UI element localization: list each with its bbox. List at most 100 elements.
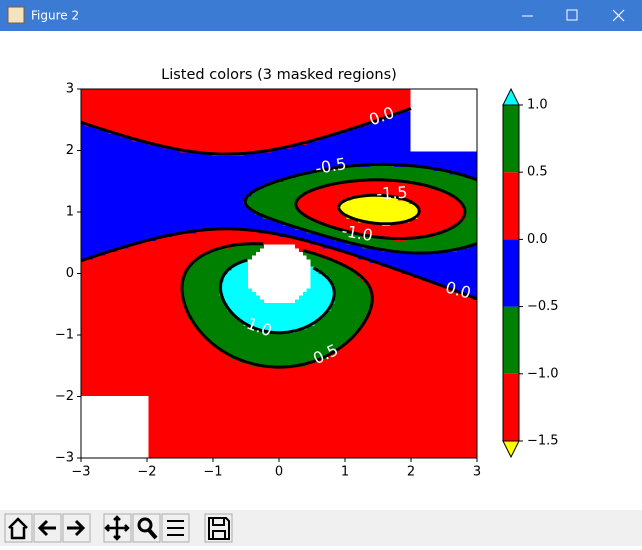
contour-cell xyxy=(239,192,244,196)
contour-cell xyxy=(231,296,236,300)
contour-cell xyxy=(176,373,181,377)
contour-cell xyxy=(247,130,252,134)
contour-cell xyxy=(271,137,276,141)
contour-cell xyxy=(204,381,209,385)
contour-cell xyxy=(283,229,288,233)
contour-cell xyxy=(180,436,185,440)
contour-cell xyxy=(271,425,276,429)
contour-cell xyxy=(85,369,90,373)
contour-cell xyxy=(279,336,284,340)
contour-cell xyxy=(132,152,137,156)
contour-cell xyxy=(156,384,161,388)
contour-cell xyxy=(231,351,236,355)
contour-cell xyxy=(267,203,272,207)
contour-cell xyxy=(208,178,213,182)
contour-cell xyxy=(200,428,205,432)
contour-cell xyxy=(125,369,130,373)
contour-cell xyxy=(212,111,217,115)
contour-cell xyxy=(216,192,221,196)
contour-cell xyxy=(208,333,213,337)
contour-cell xyxy=(136,333,141,337)
contour-cell xyxy=(192,170,197,174)
contour-cell xyxy=(172,377,177,381)
contour-cell xyxy=(204,189,209,193)
contour-cell xyxy=(152,347,157,351)
contour-cell xyxy=(109,115,114,119)
contour-cell xyxy=(295,218,300,222)
contour-cell xyxy=(105,255,110,259)
contour-cell xyxy=(212,392,217,396)
contour-cell xyxy=(89,192,94,196)
contour-cell xyxy=(140,266,145,270)
contour-cell xyxy=(196,336,201,340)
contour-cell xyxy=(188,144,193,148)
contour-cell xyxy=(97,369,102,373)
contour-cell xyxy=(208,377,213,381)
contour-cell xyxy=(160,425,165,429)
contour-cell xyxy=(196,270,201,274)
contour-cell xyxy=(220,262,225,266)
contour-cell xyxy=(168,410,173,414)
contour-cell xyxy=(105,373,110,377)
contour-cell xyxy=(216,189,221,193)
contour-cell xyxy=(283,344,288,348)
contour-cell xyxy=(291,358,296,362)
contour-cell xyxy=(271,141,276,145)
contour-cell xyxy=(152,266,157,270)
contour-cell xyxy=(235,133,240,137)
contour-cell xyxy=(224,329,229,333)
contour-cell xyxy=(279,344,284,348)
contour-cell xyxy=(291,192,296,196)
contour-cell xyxy=(192,159,197,163)
contour-cell xyxy=(239,189,244,193)
contour-cell xyxy=(172,443,177,447)
contour-cell xyxy=(216,255,221,259)
contour-cell xyxy=(255,144,260,148)
contour-cell xyxy=(81,251,86,255)
contour-cell xyxy=(231,399,236,403)
contour-cell xyxy=(140,248,145,252)
contour-cell xyxy=(129,122,134,126)
contour-cell xyxy=(212,141,217,145)
contour-cell xyxy=(295,358,300,362)
contour-cell xyxy=(164,451,169,455)
contour-cell xyxy=(271,104,276,108)
contour-cell xyxy=(239,126,244,130)
contour-cell xyxy=(148,425,153,429)
contour-cell xyxy=(144,366,149,370)
contour-cell xyxy=(263,388,268,392)
contour-cell xyxy=(255,137,260,141)
contour-cell xyxy=(247,436,252,440)
contour-cell xyxy=(85,100,90,104)
contour-cell xyxy=(228,214,233,218)
contour-cell xyxy=(132,340,137,344)
contour-cell xyxy=(164,314,169,318)
contour-cell xyxy=(279,207,284,211)
contour-cell xyxy=(212,211,217,215)
contour-cell xyxy=(259,89,264,93)
contour-cell xyxy=(271,174,276,178)
contour-cell xyxy=(239,421,244,425)
contour-cell xyxy=(140,178,145,182)
contour-cell xyxy=(224,166,229,170)
contour-cell xyxy=(121,189,126,193)
contour-cell xyxy=(251,299,256,303)
contour-cell xyxy=(97,266,102,270)
contour-cell xyxy=(105,233,110,237)
contour-cell xyxy=(235,414,240,418)
contour-cell xyxy=(140,104,145,108)
contour-cell xyxy=(164,414,169,418)
contour-cell xyxy=(168,192,173,196)
contour-cell xyxy=(291,119,296,123)
contour-cell xyxy=(192,222,197,226)
contour-cell xyxy=(224,440,229,444)
contour-cell xyxy=(255,347,260,351)
contour-cell xyxy=(97,392,102,396)
contour-cell xyxy=(231,274,236,278)
contour-cell xyxy=(255,93,260,97)
contour-cell xyxy=(109,155,114,159)
contour-cell xyxy=(192,119,197,123)
contour-cell xyxy=(172,347,177,351)
contour-cell xyxy=(231,237,236,241)
contour-cell xyxy=(164,211,169,215)
